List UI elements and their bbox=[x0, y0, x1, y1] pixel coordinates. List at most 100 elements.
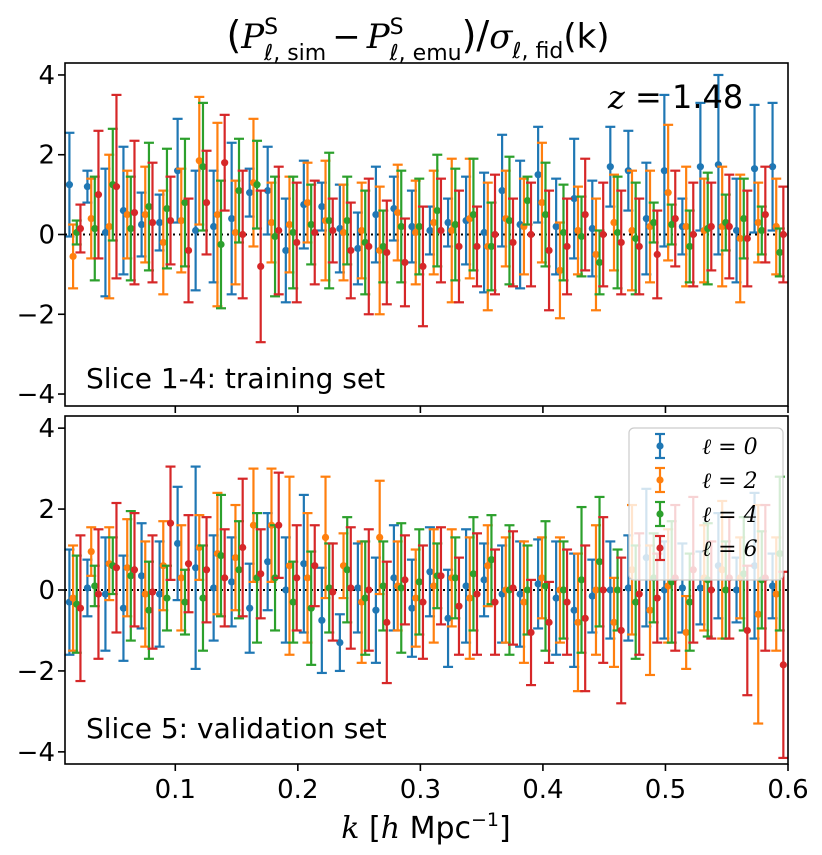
top-series-1 bbox=[68, 95, 782, 320]
bottom-data-point bbox=[343, 566, 351, 574]
top-data-point bbox=[383, 248, 391, 257]
top-data-point bbox=[192, 226, 200, 235]
bottom-data-point bbox=[552, 594, 560, 602]
bottom-data-point bbox=[466, 594, 474, 602]
bottom-data-point bbox=[174, 539, 182, 548]
top-data-point bbox=[365, 242, 373, 251]
bottom-data-point bbox=[653, 594, 661, 602]
bottom-data-point bbox=[361, 594, 369, 602]
bottom-data-point bbox=[527, 628, 535, 637]
top-data-point bbox=[689, 230, 697, 239]
bottom-y-tick-label: 2 bbox=[38, 495, 55, 525]
top-data-point bbox=[91, 224, 99, 233]
bottom-data-point bbox=[559, 586, 568, 594]
title-sup-emu: S bbox=[390, 15, 404, 40]
x-label-close: ] bbox=[499, 811, 511, 846]
legend-label: ℓ = 6 bbox=[702, 537, 758, 562]
top-data-point bbox=[570, 195, 578, 203]
bottom-data-point bbox=[137, 572, 146, 580]
top-data-point bbox=[592, 250, 600, 259]
bottom-data-point bbox=[686, 598, 694, 606]
legend-entries: ℓ = 0 ℓ = 2 ℓ = 4 ℓ = 6 bbox=[655, 432, 758, 562]
top-data-point bbox=[761, 210, 769, 219]
top-data-point bbox=[707, 222, 715, 231]
legend-label: ℓ = 2 bbox=[702, 469, 758, 494]
bottom-data-point bbox=[336, 639, 344, 647]
top-y-tick-label: −4 bbox=[17, 380, 55, 410]
top-panel: −4 −2 0 2 4 z = 1.48 Slice 1-4: training set bbox=[17, 61, 789, 413]
bottom-data-point bbox=[469, 570, 478, 578]
top-data-point bbox=[221, 159, 229, 167]
top-data-point bbox=[660, 167, 668, 175]
top-data-point bbox=[163, 204, 171, 213]
bottom-data-point bbox=[484, 562, 492, 570]
x-tick-label: 0.5 bbox=[645, 775, 686, 805]
x-label-open: [ bbox=[359, 811, 380, 846]
bottom-data-point bbox=[112, 564, 121, 572]
top-data-point bbox=[653, 250, 661, 259]
top-data-point bbox=[94, 191, 103, 199]
bottom-data-point bbox=[426, 568, 434, 576]
top-data-point bbox=[668, 220, 676, 229]
bottom-data-point bbox=[541, 582, 550, 590]
bottom-data-point bbox=[184, 560, 193, 568]
top-data-point bbox=[743, 234, 751, 243]
bottom-data-point bbox=[408, 604, 416, 612]
bottom-data-point bbox=[487, 556, 496, 564]
top-data-point bbox=[137, 220, 146, 229]
bottom-data-point bbox=[516, 590, 524, 598]
top-data-point bbox=[776, 248, 784, 257]
top-data-point bbox=[632, 234, 640, 243]
bottom-data-point bbox=[141, 590, 149, 598]
bottom-data-point bbox=[372, 606, 380, 614]
title-open-paren: ( bbox=[226, 13, 241, 57]
legend-label: ℓ = 4 bbox=[702, 503, 758, 528]
top-data-point bbox=[642, 214, 650, 223]
top-data-point bbox=[181, 198, 189, 207]
top-data-point bbox=[581, 210, 589, 219]
redshift-annotation: z = 1.48 bbox=[607, 78, 743, 116]
top-data-point bbox=[130, 208, 139, 217]
bottom-data-point bbox=[311, 562, 319, 570]
bottom-data-point bbox=[101, 590, 110, 598]
top-data-point bbox=[686, 242, 694, 251]
top-data-point bbox=[105, 222, 113, 231]
top-data-point bbox=[329, 226, 337, 235]
top-data-point bbox=[473, 242, 481, 251]
bottom-data-point bbox=[613, 586, 622, 594]
chart-title: (PS ℓ, sim − PS ℓ, emu)/σℓ, fid(k) bbox=[226, 13, 609, 66]
bottom-data-point bbox=[217, 552, 225, 560]
top-data-point bbox=[213, 210, 222, 219]
bottom-data-point bbox=[354, 584, 362, 592]
top-data-point bbox=[498, 187, 506, 195]
top-data-point bbox=[617, 238, 625, 247]
bottom-data-point bbox=[181, 598, 189, 606]
top-data-point bbox=[257, 262, 265, 271]
top-data-point bbox=[444, 218, 452, 227]
bottom-data-point bbox=[177, 574, 185, 582]
bottom-data-point bbox=[321, 533, 330, 541]
top-data-point bbox=[469, 210, 478, 219]
top-data-point bbox=[101, 228, 110, 237]
top-data-point bbox=[419, 262, 427, 271]
bottom-data-point bbox=[534, 580, 542, 588]
bottom-data-point bbox=[94, 590, 103, 598]
x-label-mpc: Mpc bbox=[400, 811, 471, 846]
top-data-point bbox=[87, 214, 95, 223]
bottom-data-point bbox=[239, 543, 247, 552]
bottom-data-point bbox=[145, 606, 153, 614]
top-data-point bbox=[599, 230, 607, 239]
bottom-data-point bbox=[303, 574, 312, 582]
legend: ℓ = 0 ℓ = 2 ℓ = 4 ℓ = 6 bbox=[628, 427, 784, 581]
top-data-point bbox=[563, 242, 571, 251]
bottom-data-point bbox=[249, 521, 258, 529]
x-tick-label: 0.3 bbox=[400, 775, 441, 805]
top-data-point bbox=[448, 226, 456, 235]
bottom-data-point bbox=[772, 590, 780, 598]
bottom-panel-label: Slice 5: validation set bbox=[86, 712, 387, 745]
bottom-data-point bbox=[401, 576, 409, 584]
top-data-point bbox=[613, 228, 622, 237]
top-data-point bbox=[246, 189, 254, 197]
bottom-data-point bbox=[365, 586, 373, 594]
